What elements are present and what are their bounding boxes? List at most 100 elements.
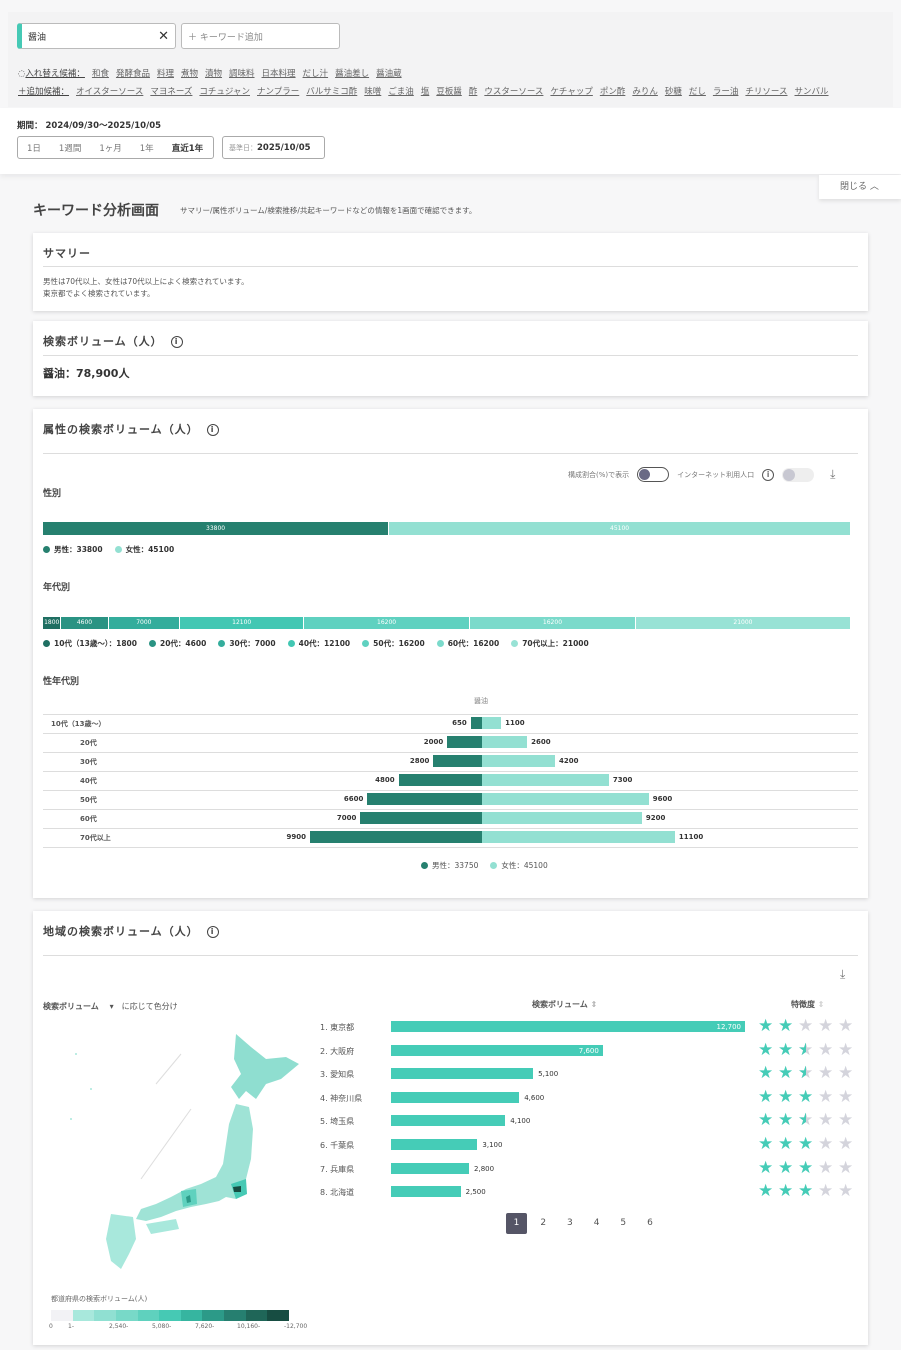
age-segment[interactable]: 1800 xyxy=(43,617,62,629)
japan-map[interactable] xyxy=(51,1029,321,1279)
add-candidate[interactable]: 塩 xyxy=(420,87,430,97)
legend-item[interactable]: 20代：4600 xyxy=(149,638,206,649)
info-icon[interactable]: i xyxy=(206,926,219,938)
add-candidate[interactable]: ごま油 xyxy=(388,87,414,97)
age-segment[interactable]: 4600 xyxy=(61,617,109,629)
female-bar[interactable] xyxy=(482,793,649,805)
legend-item[interactable]: 男性：33750 xyxy=(421,860,478,871)
volume-sort-header[interactable]: 検索ボリューム ⇕ xyxy=(532,999,597,1010)
add-candidate[interactable]: サンバル xyxy=(794,87,829,97)
add-candidate[interactable]: マヨネーズ xyxy=(150,87,193,97)
add-candidate[interactable]: バルサミコ酢 xyxy=(306,87,358,97)
male-bar[interactable] xyxy=(310,831,482,843)
female-bar[interactable] xyxy=(482,755,555,767)
replace-candidate[interactable]: 発酵食品 xyxy=(115,69,150,79)
legend-item[interactable]: 60代：16200 xyxy=(436,638,499,649)
rank-label[interactable]: 6. 千葉県 xyxy=(320,1141,355,1150)
add-candidate[interactable]: 酢 xyxy=(468,87,478,97)
rank-bar[interactable] xyxy=(391,1091,520,1103)
download-icon[interactable]: ⤓ xyxy=(840,967,846,981)
rank-bar[interactable] xyxy=(391,1115,506,1127)
legend-item[interactable]: 40代：12100 xyxy=(287,638,350,649)
add-candidate[interactable]: ポン酢 xyxy=(599,87,626,97)
replace-candidate[interactable]: 漬物 xyxy=(205,69,223,79)
legend-item[interactable]: 女性：45100 xyxy=(114,544,174,555)
female-bar[interactable] xyxy=(482,812,642,824)
add-candidate[interactable]: ラー油 xyxy=(712,87,739,97)
add-candidate[interactable]: コチュジャン xyxy=(199,87,250,97)
male-bar[interactable] xyxy=(433,755,482,767)
female-bar[interactable] xyxy=(482,831,675,843)
add-candidate[interactable]: 味噌 xyxy=(364,87,382,97)
replace-candidate[interactable]: 醤油蔵 xyxy=(376,69,402,79)
add-candidate[interactable]: ウスターソース xyxy=(484,87,544,97)
add-keyword-input[interactable]: ＋ キーワード追加 xyxy=(181,23,340,49)
male-bar[interactable] xyxy=(470,717,482,729)
rank-label[interactable]: 2. 大阪府 xyxy=(320,1046,355,1056)
add-candidate[interactable]: 砂糖 xyxy=(664,87,682,97)
male-bar[interactable] xyxy=(367,793,482,805)
add-candidate[interactable]: だし xyxy=(688,87,706,97)
range-3[interactable]: 1年 xyxy=(139,143,154,154)
age-segment[interactable]: 7000 xyxy=(108,617,181,629)
rank-label[interactable]: 7. 兵庫県 xyxy=(320,1164,355,1174)
male-bar[interactable] xyxy=(398,774,482,786)
replace-candidate[interactable]: 醤油差し xyxy=(335,69,370,79)
legend-item[interactable]: 女性：45100 xyxy=(490,860,548,871)
base-date-picker[interactable]: 基準日： 2025/10/05 xyxy=(222,136,325,159)
rank-label[interactable]: 1. 東京都 xyxy=(320,1023,355,1032)
keyword-chip[interactable]: 醤油 ✕ xyxy=(17,23,176,49)
male-bar[interactable] xyxy=(360,812,482,824)
add-candidate[interactable]: 豆板醤 xyxy=(436,87,462,97)
legend-item[interactable]: 10代（13歳〜）：1800 xyxy=(43,638,137,649)
page-3[interactable]: 3 xyxy=(567,1218,573,1228)
replace-candidate[interactable]: 和食 xyxy=(91,69,109,79)
female-bar[interactable] xyxy=(482,736,528,748)
legend-item[interactable]: 50代：16200 xyxy=(362,638,425,649)
replace-candidate[interactable]: 日本料理 xyxy=(261,69,296,79)
legend-item[interactable]: 男性：33800 xyxy=(43,544,103,555)
female-bar[interactable] xyxy=(482,717,502,729)
rank-bar[interactable] xyxy=(391,1186,461,1198)
replace-candidate[interactable]: だし汁 xyxy=(302,69,329,79)
page-4[interactable]: 4 xyxy=(593,1218,600,1228)
rank-bar[interactable] xyxy=(391,1044,603,1056)
age-segment[interactable]: 12100 xyxy=(180,617,305,629)
rank-label[interactable]: 5. 埼玉県 xyxy=(320,1117,355,1127)
page-6[interactable]: 6 xyxy=(647,1218,653,1228)
gender-segment[interactable]: 45100 xyxy=(389,522,851,535)
range-4[interactable]: 直近1年 xyxy=(171,143,204,154)
add-candidate[interactable]: みりん xyxy=(632,87,658,97)
rank-label[interactable]: 3. 愛知県 xyxy=(320,1070,355,1080)
page-2[interactable]: 2 xyxy=(540,1218,547,1228)
male-bar[interactable] xyxy=(447,736,482,748)
gender-segment[interactable]: 33800 xyxy=(43,522,390,535)
rank-bar[interactable] xyxy=(391,1139,478,1150)
rank-bar[interactable] xyxy=(391,1068,534,1080)
range-2[interactable]: 1ヶ月 xyxy=(99,143,122,154)
download-icon[interactable]: ⤓ xyxy=(830,467,836,481)
page-1[interactable]: 1 xyxy=(506,1213,527,1234)
age-segment[interactable]: 16200 xyxy=(470,617,636,629)
female-bar[interactable] xyxy=(482,774,609,786)
info-icon[interactable]: i xyxy=(206,424,219,436)
rank-bar[interactable] xyxy=(391,1162,470,1174)
info-icon[interactable]: i xyxy=(170,336,183,348)
legend-item[interactable]: 70代以上：21000 xyxy=(511,638,589,649)
close-icon[interactable]: ✕ xyxy=(158,28,169,44)
legend-item[interactable]: 30代：7000 xyxy=(218,638,276,649)
page-5[interactable]: 5 xyxy=(620,1218,627,1228)
internet-toggle[interactable] xyxy=(782,467,815,482)
replace-candidate[interactable]: 調味料 xyxy=(229,69,255,79)
color-by-select[interactable]: 検索ボリューム ▾ xyxy=(43,1002,122,1011)
ratio-toggle[interactable] xyxy=(637,467,670,482)
age-segment[interactable]: 21000 xyxy=(635,617,851,629)
feature-sort-header[interactable]: 特徴度 ⇕ xyxy=(791,999,825,1010)
info-icon[interactable]: i xyxy=(762,468,775,481)
add-candidate[interactable]: オイスターソース xyxy=(76,87,144,97)
add-candidate[interactable]: チリソース xyxy=(745,87,788,97)
rank-label[interactable]: 4. 神奈川県 xyxy=(320,1093,363,1103)
rank-label[interactable]: 8. 北海道 xyxy=(320,1188,355,1198)
rank-bar[interactable] xyxy=(391,1021,745,1032)
age-segment[interactable]: 16200 xyxy=(304,617,471,629)
